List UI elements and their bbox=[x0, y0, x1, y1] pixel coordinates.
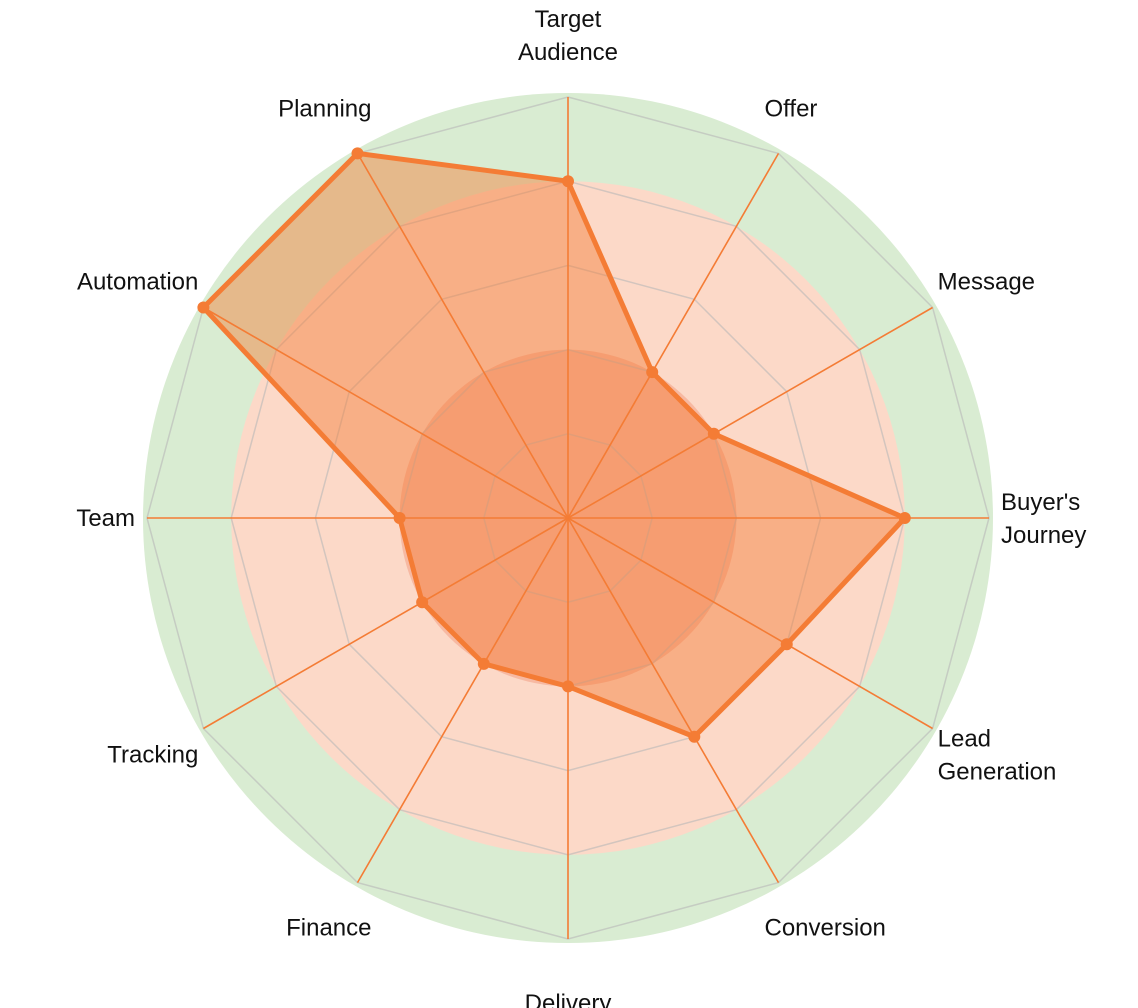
data-point bbox=[416, 596, 429, 609]
category-label: Delivery bbox=[525, 990, 612, 1008]
data-point bbox=[646, 366, 659, 379]
category-label: Team bbox=[76, 505, 135, 532]
data-point bbox=[898, 512, 911, 524]
category-label: Target Audience bbox=[518, 6, 618, 66]
series-layer bbox=[197, 147, 911, 743]
data-point bbox=[197, 301, 210, 314]
data-point bbox=[477, 657, 490, 670]
data-point bbox=[562, 175, 574, 188]
data-point bbox=[707, 427, 720, 440]
axis-line bbox=[567, 517, 933, 730]
category-label: Conversion bbox=[765, 915, 886, 942]
category-label: Lead Generation bbox=[938, 726, 1057, 786]
axis-line bbox=[203, 306, 569, 519]
data-point bbox=[688, 730, 701, 743]
category-label: Message bbox=[938, 269, 1035, 296]
category-label: Tracking bbox=[107, 742, 198, 769]
category-label: Planning bbox=[278, 95, 371, 122]
axis-line bbox=[567, 306, 933, 519]
category-label: Buyer's Journey bbox=[1001, 489, 1086, 549]
category-labels: Target Audience Offer Message Buyer's Journey… bbox=[76, 6, 1086, 1008]
data-point bbox=[351, 147, 364, 160]
axis-line bbox=[356, 517, 569, 883]
data-point bbox=[393, 512, 406, 524]
data-point bbox=[780, 638, 793, 651]
category-label: Offer bbox=[765, 95, 818, 122]
axis-line bbox=[356, 153, 569, 519]
data-point bbox=[562, 680, 574, 693]
category-label: Automation bbox=[77, 269, 198, 296]
axis-line bbox=[567, 153, 780, 519]
axis-line bbox=[567, 517, 780, 883]
category-label: Finance bbox=[286, 915, 371, 942]
axes bbox=[147, 97, 989, 939]
axis-line bbox=[203, 517, 569, 730]
